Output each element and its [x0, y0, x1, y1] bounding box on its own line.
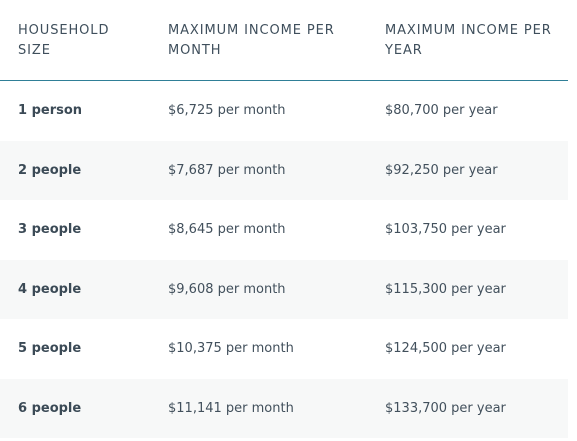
table-row: 1 person $6,725 per month $80,700 per ye…	[0, 81, 568, 141]
monthly-income-cell: $10,375 per month	[168, 341, 294, 357]
monthly-income-cell: $9,608 per month	[168, 281, 286, 297]
household-size-cell: 6 people	[18, 400, 82, 416]
household-size-cell: 4 people	[18, 281, 82, 297]
table-row: 2 people $7,687 per month $92,250 per ye…	[0, 140, 568, 200]
column-header-household-size: HOUSEHOLD SIZE	[18, 23, 110, 58]
table-row: 3 people $8,645 per month $103,750 per y…	[0, 200, 568, 260]
yearly-income-cell: $115,300 per year	[385, 281, 506, 297]
yearly-income-cell: $80,700 per year	[385, 103, 498, 119]
household-size-cell: 2 people	[18, 162, 82, 178]
yearly-income-cell: $92,250 per year	[385, 162, 498, 178]
household-size-cell: 3 people	[18, 222, 82, 238]
income-limits-table: HOUSEHOLD SIZE MAXIMUM INCOME PER MONTH …	[0, 0, 568, 438]
yearly-income-cell: $133,700 per year	[385, 400, 506, 416]
table-header-row: HOUSEHOLD SIZE MAXIMUM INCOME PER MONTH …	[0, 0, 568, 81]
monthly-income-cell: $11,141 per month	[168, 400, 294, 416]
monthly-income-cell: $8,645 per month	[168, 222, 286, 238]
household-size-cell: 1 person	[18, 103, 83, 119]
household-size-cell: 5 people	[18, 341, 82, 357]
monthly-income-cell: $7,687 per month	[168, 162, 286, 178]
monthly-income-cell: $6,725 per month	[168, 103, 286, 119]
table-row: 6 people $11,141 per month $133,700 per …	[0, 378, 568, 438]
table-row: 4 people $9,608 per month $115,300 per y…	[0, 259, 568, 319]
column-header-max-income-year: MAXIMUM INCOME PER YEAR	[385, 23, 552, 58]
table-body: 1 person $6,725 per month $80,700 per ye…	[0, 81, 568, 438]
column-header-max-income-month: MAXIMUM INCOME PER MONTH	[168, 23, 335, 58]
table-row: 5 people $10,375 per month $124,500 per …	[0, 319, 568, 379]
yearly-income-cell: $103,750 per year	[385, 222, 506, 238]
yearly-income-cell: $124,500 per year	[385, 341, 506, 357]
